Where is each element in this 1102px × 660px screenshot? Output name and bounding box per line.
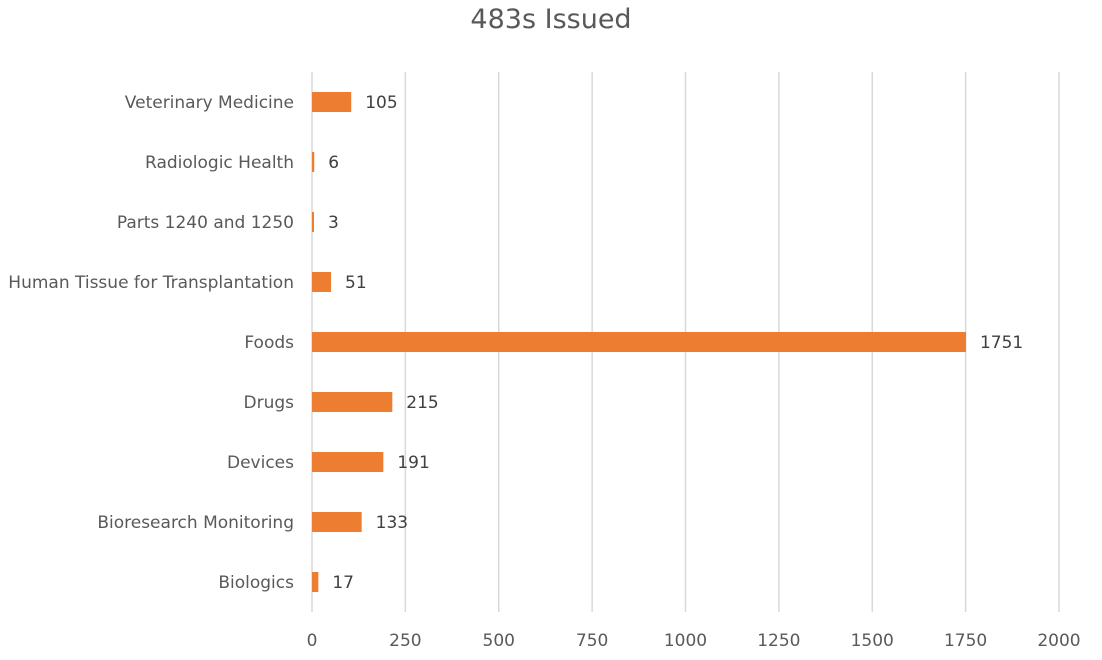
category-label: Human Tissue for Transplantation <box>8 273 294 293</box>
category-label: Drugs <box>243 393 294 413</box>
category-label: Bioresearch Monitoring <box>97 513 294 533</box>
category-label: Biologics <box>218 573 294 593</box>
x-tick-label: 1250 <box>757 631 800 651</box>
category-label: Foods <box>244 333 294 353</box>
chart-title: 483s Issued <box>470 4 632 35</box>
data-labels: 17 133 191 215 1751 51 3 6 105 <box>328 93 1023 593</box>
bar <box>312 512 362 532</box>
category-labels: Biologics Bioresearch Monitoring Devices Dr… <box>8 93 294 593</box>
x-tick-label: 2000 <box>1037 631 1080 651</box>
data-label: 191 <box>397 453 429 473</box>
bar <box>312 332 966 352</box>
data-label: 1751 <box>980 333 1023 353</box>
data-label: 17 <box>332 573 354 593</box>
data-label: 215 <box>406 393 438 413</box>
bar <box>312 152 315 172</box>
x-tick-label: 1750 <box>944 631 987 651</box>
bar <box>312 452 384 472</box>
category-label: Radiologic Health <box>145 153 294 173</box>
data-label: 3 <box>328 213 339 233</box>
data-label: 133 <box>376 513 408 533</box>
category-label: Devices <box>227 453 294 473</box>
data-label: 6 <box>328 153 339 173</box>
bar <box>312 92 352 112</box>
category-label: Veterinary Medicine <box>125 93 294 113</box>
bars <box>312 92 966 592</box>
data-label: 105 <box>365 93 397 113</box>
bar <box>312 392 393 412</box>
x-tick-label: 1000 <box>664 631 707 651</box>
x-tick-label: 500 <box>483 631 515 651</box>
bar <box>312 572 319 592</box>
x-tick-label: 750 <box>576 631 608 651</box>
category-label: Parts 1240 and 1250 <box>117 213 294 233</box>
data-label: 51 <box>345 273 367 293</box>
bar <box>312 272 332 292</box>
x-axis-tick-labels: 0 250 500 750 1000 1250 1500 1750 2000 <box>307 631 1081 651</box>
x-tick-label: 1500 <box>851 631 894 651</box>
bar <box>312 212 314 232</box>
x-tick-label: 250 <box>389 631 421 651</box>
x-tick-label: 0 <box>307 631 318 651</box>
